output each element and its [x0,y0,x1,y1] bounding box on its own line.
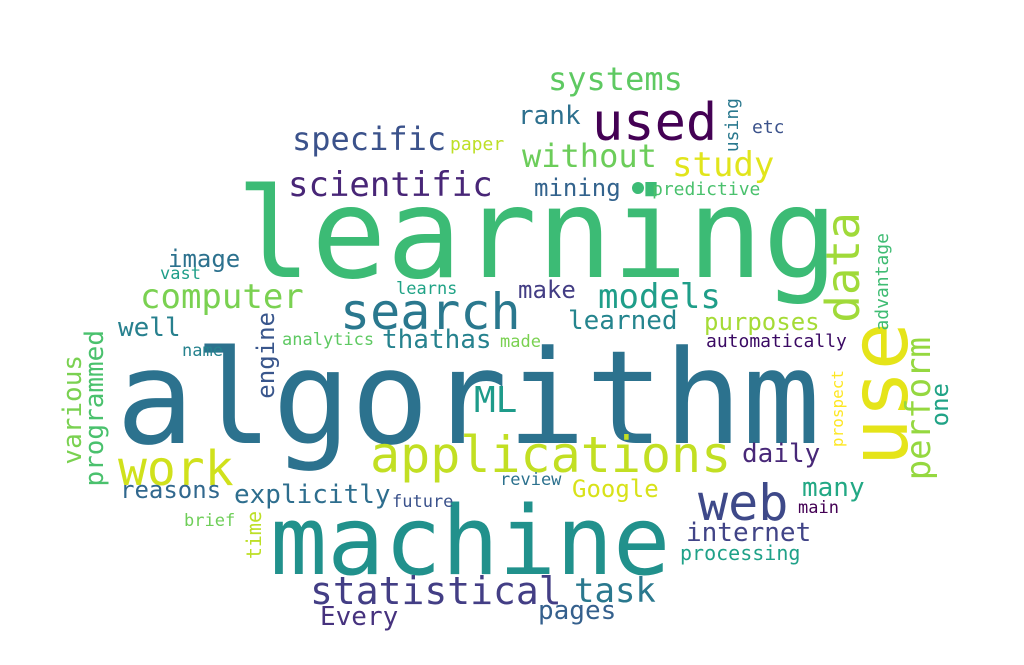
word-processing: processing [680,541,801,565]
word-without: without [522,137,657,175]
word-analytics: analytics [282,330,375,350]
word-advantage: advantage [872,233,893,331]
word-daily: daily [742,439,821,469]
word-applications: applications [370,426,732,484]
word-ml: ML [474,380,518,421]
word-work: work [118,441,234,497]
word-review: review [500,470,562,490]
word-web: web [698,474,789,532]
word-name: name [182,341,223,361]
word-engine: engine [252,312,280,399]
word-using: using [722,98,743,153]
word-mining: mining [534,174,621,202]
word-search: search [340,283,521,341]
word-computer: computer [140,277,304,317]
dot-mark [632,182,644,194]
word-future: future [392,492,454,512]
word-make: make [518,276,576,304]
word-brief: brief [184,511,236,531]
word-specific: specific [292,120,447,158]
word-internet: internet [686,518,812,548]
word-made: made [500,332,541,352]
word-task: task [574,571,656,611]
word-time: time [242,511,266,560]
word-learned: learned [568,306,678,336]
word-many: many [802,473,865,503]
word-statistical: statistical [310,569,562,613]
word-etc: etc [752,117,785,138]
word-google: Google [572,475,659,503]
word-thathas: thathas [382,325,492,355]
word-prospect: prospect [828,370,847,448]
word-study: study [672,145,775,185]
word-predictive: predictive [652,179,761,200]
word-automatically: automatically [706,331,847,352]
word-scientific: scientific [288,165,493,205]
word-systems: systems [548,60,683,98]
word-algorithm: algorithm [116,322,821,474]
word-learning: learning [236,162,839,307]
word-purposes: purposes [704,308,820,336]
word-various: various [58,355,88,465]
word-rank: rank [518,101,581,131]
word-pages: pages [538,596,617,626]
word-used: used [592,93,718,153]
word-image: image [168,245,241,273]
word-vast: vast [160,264,201,284]
word-explicitly: explicitly [234,480,391,510]
word-one: one [926,383,954,427]
word-well: well [118,313,181,343]
word-data: data [816,212,870,323]
word-models: models [598,277,721,317]
word-main: main [798,498,839,518]
word-machine: machine [270,487,671,597]
word-every: Every [320,602,399,632]
word-reasons: reasons [120,476,222,504]
word-learns: learns [396,279,458,299]
word-paper: paper [450,134,505,155]
